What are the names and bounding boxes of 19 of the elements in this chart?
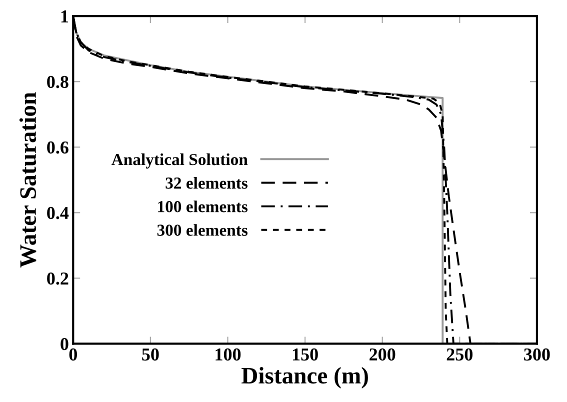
x-tick-label: 300 xyxy=(524,348,550,361)
x-tick-label: 100 xyxy=(216,348,241,361)
legend-label: 100 elements xyxy=(158,200,248,212)
legend-label: 300 elements xyxy=(157,224,248,236)
x-tick-label: 200 xyxy=(370,348,396,361)
y-tick-label: 0.6 xyxy=(47,141,68,154)
x-tick-label: 150 xyxy=(292,348,318,361)
x-axis-title: Distance (m) xyxy=(242,367,368,388)
legend-label: Analytical Solution xyxy=(111,153,248,169)
y-tick-label: 0.2 xyxy=(47,272,68,285)
x-tick-label: 0 xyxy=(69,348,77,361)
x-tick-label: 50 xyxy=(142,348,159,361)
y-tick-label: 0 xyxy=(60,338,68,350)
y-tick-label: 0.8 xyxy=(47,76,68,88)
x-tick-label: 250 xyxy=(446,348,472,361)
y-tick-label: 1 xyxy=(61,10,68,22)
legend-label: 32 elements xyxy=(166,177,248,189)
y-tick-label: 0.4 xyxy=(47,206,69,220)
y-axis-title: Water Saturation xyxy=(19,92,36,268)
